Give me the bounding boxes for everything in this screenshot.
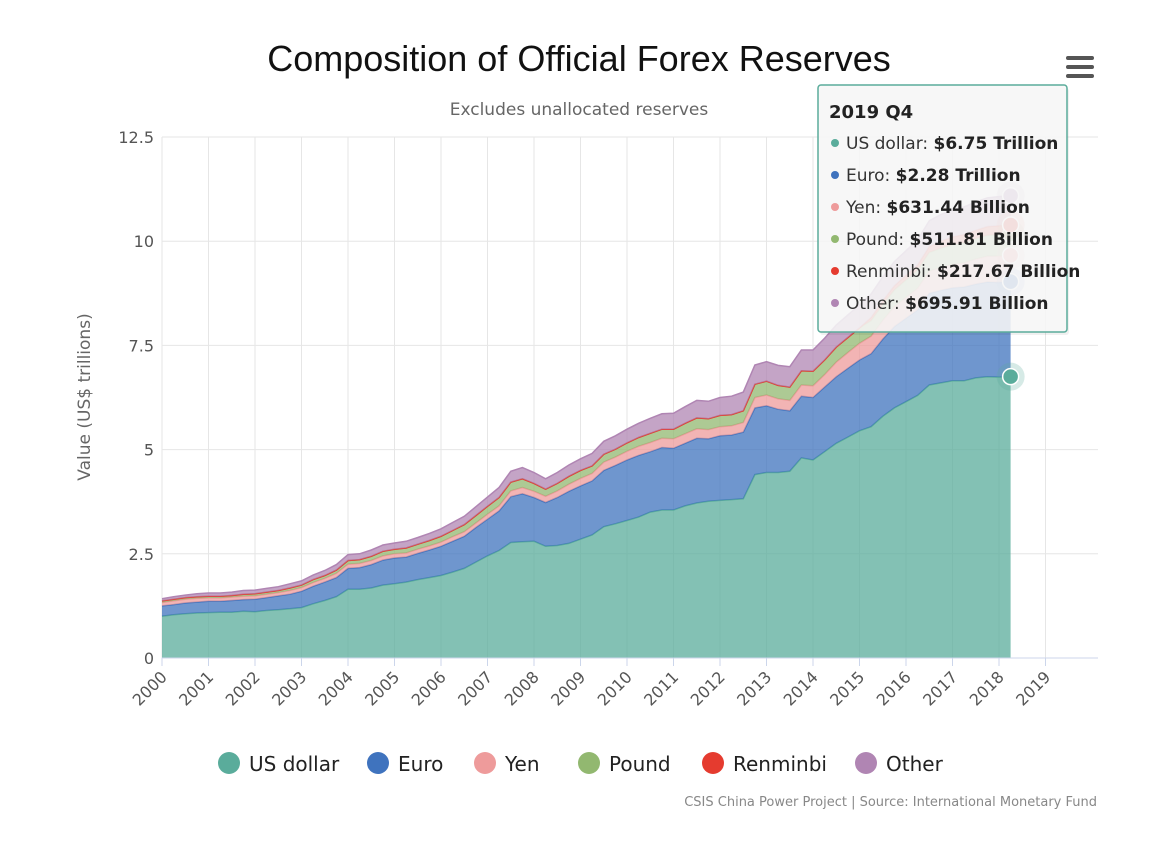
tooltip: 2019 Q4 US dollar: $6.75 Trillion Euro: $2… xyxy=(817,84,1080,335)
tooltip-row-value: $511.81 Billion xyxy=(910,230,1053,250)
tooltip-title: 2019 Q4 xyxy=(829,102,913,123)
legend: US dollar Euro Yen Pound Renminbi Other xyxy=(218,752,944,776)
x-tick-label: 2018 xyxy=(966,667,1008,709)
tooltip-bullet xyxy=(831,171,839,179)
legend-symbol xyxy=(367,752,389,774)
tooltip-row-label: US dollar: xyxy=(846,134,934,154)
legend-item-yen[interactable]: Yen xyxy=(474,752,540,776)
y-tick-label: 0 xyxy=(144,649,154,668)
tooltip-row-value: $217.67 Billion xyxy=(937,262,1080,282)
x-tick-label: 2017 xyxy=(919,667,961,709)
legend-symbol xyxy=(578,752,600,774)
legend-label: US dollar xyxy=(249,752,340,776)
x-tick-label: 2001 xyxy=(175,667,217,709)
x-tick-label: 2009 xyxy=(547,667,589,709)
legend-symbol xyxy=(474,752,496,774)
legend-label: Other xyxy=(886,752,944,776)
tooltip-row-value: $2.28 Trillion xyxy=(896,166,1021,186)
tooltip-row: Renminbi: $217.67 Billion xyxy=(846,262,1080,282)
legend-symbol xyxy=(702,752,724,774)
x-tick-label: 2002 xyxy=(222,667,264,709)
tooltip-row-label: Renminbi: xyxy=(846,262,937,282)
x-tick-label: 2006 xyxy=(408,667,450,709)
tooltip-row: Pound: $511.81 Billion xyxy=(846,230,1053,250)
tooltip-row-value: $695.91 Billion xyxy=(905,294,1048,314)
x-tick-label: 2014 xyxy=(780,667,822,709)
x-tick-label: 2010 xyxy=(594,667,636,709)
tooltip-row: Euro: $2.28 Trillion xyxy=(846,166,1021,186)
x-tick-label: 2005 xyxy=(361,667,403,709)
marker-us-dollar[interactable] xyxy=(1001,367,1020,386)
legend-symbol xyxy=(218,752,240,774)
chart-title: Composition of Official Forex Reserves xyxy=(267,38,891,79)
chart-subtitle: Excludes unallocated reserves xyxy=(450,100,709,120)
y-tick-label: 7.5 xyxy=(129,336,154,355)
x-tick-label: 2019 xyxy=(1012,667,1054,709)
legend-item-euro[interactable]: Euro xyxy=(367,752,443,776)
tooltip-row: US dollar: $6.75 Trillion xyxy=(846,134,1058,154)
tooltip-box xyxy=(817,84,1068,333)
legend-label: Pound xyxy=(609,752,671,776)
x-tick-label: 2008 xyxy=(501,667,543,709)
hamburger-menu-icon[interactable] xyxy=(1066,56,1094,78)
legend-label: Euro xyxy=(398,752,443,776)
tooltip-row-label: Other: xyxy=(846,294,905,314)
y-axis-title: Value (US$ trillions) xyxy=(75,313,95,480)
tooltip-row-value: $631.44 Billion xyxy=(887,198,1030,218)
x-tick-label: 2007 xyxy=(454,667,496,709)
legend-item-us-dollar[interactable]: US dollar xyxy=(218,752,340,776)
x-tick-label: 2013 xyxy=(733,667,775,709)
legend-label: Yen xyxy=(504,752,540,776)
tooltip-bullet xyxy=(831,267,839,275)
tooltip-row-label: Pound: xyxy=(846,230,910,250)
y-tick-label: 5 xyxy=(144,441,154,460)
x-tick-label: 2016 xyxy=(873,667,915,709)
legend-item-pound[interactable]: Pound xyxy=(578,752,671,776)
legend-item-other[interactable]: Other xyxy=(855,752,944,776)
legend-item-renminbi[interactable]: Renminbi xyxy=(702,752,827,776)
x-tick-label: 2000 xyxy=(129,667,171,709)
x-tick-label: 2003 xyxy=(268,667,310,709)
tooltip-bullet xyxy=(831,139,839,147)
tooltip-row-value: $6.75 Trillion xyxy=(934,134,1059,154)
tooltip-row-label: Yen: xyxy=(845,198,887,218)
tooltip-row-label: Euro: xyxy=(846,166,896,186)
y-tick-label: 10 xyxy=(134,232,154,251)
credits: CSIS China Power Project | Source: Inter… xyxy=(684,795,1097,810)
x-tick-label: 2015 xyxy=(826,667,868,709)
tooltip-bullet xyxy=(831,235,839,243)
x-tick-label: 2012 xyxy=(687,667,729,709)
x-tick-label: 2011 xyxy=(640,667,682,709)
legend-label: Renminbi xyxy=(733,752,827,776)
x-tick-label: 2004 xyxy=(315,667,357,709)
y-tick-label: 12.5 xyxy=(118,128,154,147)
tooltip-bullet xyxy=(831,299,839,307)
legend-symbol xyxy=(855,752,877,774)
tooltip-bullet xyxy=(831,203,839,211)
tooltip-row: Yen: $631.44 Billion xyxy=(845,198,1030,218)
tooltip-row: Other: $695.91 Billion xyxy=(846,294,1049,314)
y-tick-label: 2.5 xyxy=(129,545,154,564)
